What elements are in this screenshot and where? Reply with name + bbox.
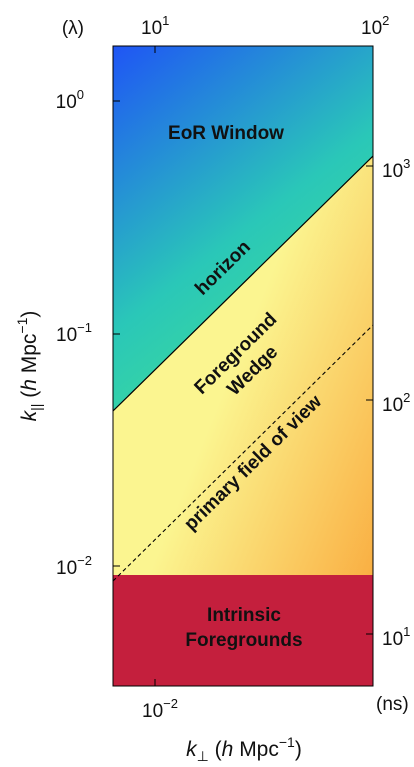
plot-area (113, 46, 373, 686)
y-tick-label: 10−1 (56, 320, 92, 346)
plot-frame (112, 45, 374, 687)
eor-window-region (113, 46, 373, 411)
y-tick-label: 10−2 (56, 553, 92, 579)
tick-marks (113, 46, 374, 686)
right-tick-label: 102 (382, 390, 410, 416)
top-tick-label: 101 (141, 13, 169, 39)
intrinsic-label-line1: Intrinsic (207, 605, 281, 626)
eor-window-label: EoR Window (168, 123, 284, 144)
intrinsic-foregrounds-region (113, 575, 373, 686)
primary-fov-line (113, 324, 373, 582)
x-tick-label: 10−2 (142, 696, 178, 722)
right-axis-unit-label: (ns) (376, 694, 409, 715)
x-axis-label: k⊥ (h Mpc−1) (186, 734, 302, 764)
right-tick-label: 103 (382, 156, 410, 182)
top-axis-unit-label: (λ) (62, 18, 84, 39)
horizon-line (113, 155, 373, 412)
top-tick-label: 102 (361, 13, 389, 39)
y-axis-label: k|| (h Mpc−1) (14, 311, 44, 422)
y-tick-label: 100 (56, 87, 84, 113)
intrinsic-label-line2: Foregrounds (185, 630, 302, 651)
right-tick-label: 101 (382, 624, 410, 650)
